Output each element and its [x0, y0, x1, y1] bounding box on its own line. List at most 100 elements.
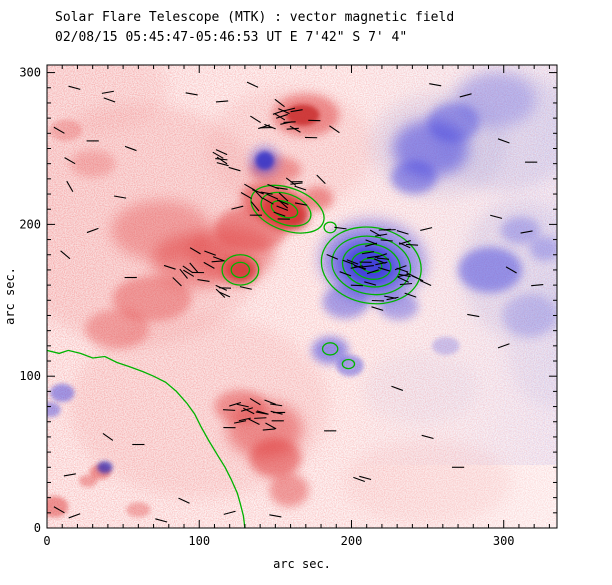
magnetic-field-vector	[278, 192, 289, 202]
magnetic-field-vector	[334, 226, 347, 230]
magnetic-field-vector	[350, 265, 363, 269]
magnetic-field-vector	[228, 166, 241, 172]
magnetic-field-vector	[467, 313, 480, 318]
magnetic-field-vector	[275, 113, 288, 119]
magnetic-field-vector	[275, 187, 288, 190]
magnetic-field-vector	[239, 286, 252, 290]
magnetic-field-vector	[386, 296, 399, 301]
negative-polarity-blob	[311, 336, 349, 365]
magnetic-field-vector	[376, 257, 390, 260]
magnetic-field-vector	[244, 183, 256, 191]
magnetic-field-vector	[270, 403, 283, 407]
field-strength-contour	[331, 235, 412, 296]
magnetic-field-vector	[316, 174, 326, 185]
magnetic-field-vector	[421, 434, 434, 440]
magnetic-field-vector	[53, 506, 65, 514]
plot-area	[47, 65, 557, 528]
magnetic-field-vector	[520, 230, 533, 234]
magnetic-field-vector	[354, 265, 367, 270]
magnetic-field-vector	[294, 185, 307, 191]
magnetic-field-vector	[236, 403, 249, 408]
magnetic-field-vector	[266, 193, 279, 200]
magnetic-field-vector	[404, 292, 417, 298]
magnetic-field-vector	[378, 228, 391, 231]
magnetic-field-vector	[361, 251, 375, 255]
field-strength-contour	[321, 342, 339, 356]
field-strength-contour	[230, 261, 251, 279]
field-strength-contour	[341, 358, 356, 370]
magnetic-field-vector	[86, 227, 99, 234]
positive-polarity-blob	[112, 276, 192, 322]
magnetic-field-vector	[394, 265, 407, 271]
magnetic-field-vector	[215, 288, 226, 298]
magnetic-field-vector	[265, 422, 277, 430]
y-tick-label: 200	[19, 217, 41, 231]
magnetic-field-vector	[213, 256, 225, 262]
magnetic-field-vector	[215, 158, 228, 161]
magnetic-field-vector	[350, 284, 364, 287]
magnetic-field-vector	[276, 205, 289, 211]
plot-subtitle: 02/08/15 05:45:47-05:46:53 UT E 7'42" S …	[55, 30, 407, 45]
positive-polarity-blob	[302, 186, 334, 211]
magnetic-field-vector	[353, 476, 365, 483]
magnetic-field-vector	[274, 98, 285, 108]
magnetic-field-vector	[189, 262, 199, 273]
plot-title: Solar Flare Telescope (MTK) : vector mag…	[55, 10, 454, 25]
negative-polarity-blob	[458, 247, 522, 293]
magnetic-field-vector	[364, 281, 377, 286]
negative-polarity-blob	[50, 383, 75, 403]
x-tick-label: 0	[43, 534, 50, 548]
positive-polarity-blob	[126, 502, 151, 518]
negative-polarity-blob	[249, 145, 280, 176]
magnetic-field-vector	[216, 162, 229, 167]
magnetic-field-vector	[391, 385, 404, 391]
magnetic-field-vector	[367, 255, 380, 259]
negative-polarity-blob	[500, 216, 541, 245]
magnetic-field-vector	[254, 417, 267, 419]
field-strength-contour	[260, 191, 312, 227]
negative-polarity-blob	[322, 285, 369, 319]
magnetic-field-vector	[384, 295, 397, 299]
positive-polarity-blob	[214, 389, 267, 424]
magnetic-field-vector	[283, 107, 296, 112]
magnetic-field-vector	[283, 121, 296, 124]
magnetic-field-vector	[419, 279, 432, 287]
magnetic-field-vector	[215, 284, 228, 291]
positive-polarity-blob	[249, 438, 302, 478]
magnetic-field-vector	[64, 157, 76, 165]
field-strength-contour	[221, 254, 260, 286]
magnetic-field-vector	[398, 273, 411, 278]
magnetic-field-vector	[378, 267, 391, 272]
field-strength-contour	[270, 200, 299, 219]
magnetic-field-vector	[238, 417, 251, 422]
magnetic-field-vector	[262, 428, 275, 431]
magnetic-field-vector	[366, 269, 379, 275]
magnetic-field-vector	[359, 475, 372, 481]
magnetic-field-vector	[264, 123, 276, 130]
magnetic-field-vector	[53, 126, 65, 134]
magnetic-field-vector	[63, 473, 76, 477]
magnetic-field-vector	[260, 191, 273, 195]
plot-frame	[46, 64, 558, 529]
magnetic-field-vector	[212, 151, 224, 159]
magnetic-field-vector	[361, 265, 374, 268]
magnetic-field-vector	[250, 201, 260, 212]
magnetic-field-vector	[329, 125, 340, 134]
magnetic-field-vector	[66, 180, 74, 192]
magnetic-field-vector	[240, 192, 252, 200]
magnetic-field-vector	[68, 85, 81, 90]
magnetic-field-vector	[497, 343, 510, 349]
magnetic-field-vector	[290, 182, 303, 185]
magnetic-field-vector	[399, 282, 413, 286]
y-tick-label: 0	[34, 521, 41, 535]
magnetic-field-vector	[505, 266, 517, 274]
x-axis-label: arc sec.	[273, 557, 331, 571]
magnetic-field-vector	[396, 267, 409, 273]
magnetic-field-vector	[182, 265, 194, 274]
magnetic-field-vector	[179, 268, 188, 279]
field-strength-contour	[250, 184, 325, 234]
negative-polarity-blob	[391, 160, 437, 195]
magnetic-field-vector	[396, 230, 409, 235]
